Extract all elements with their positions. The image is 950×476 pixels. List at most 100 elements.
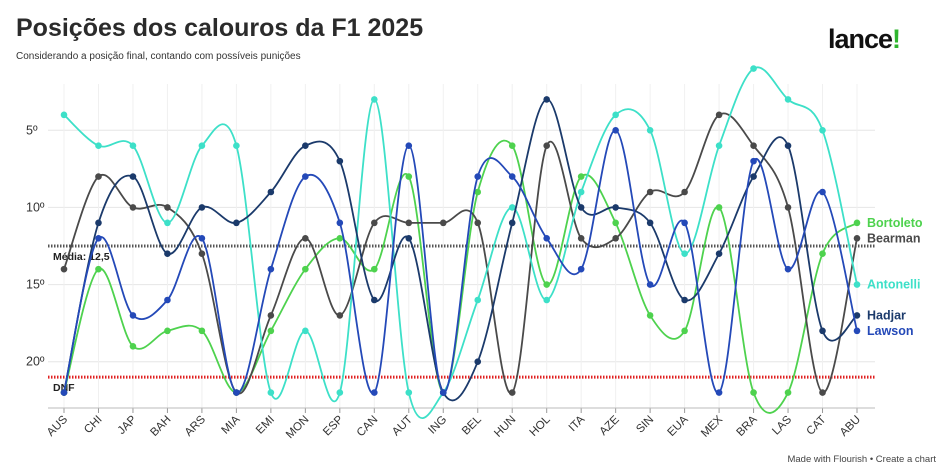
data-point[interactable] [233, 142, 240, 150]
data-point[interactable] [612, 234, 619, 242]
data-point[interactable] [819, 126, 826, 134]
data-point[interactable] [646, 219, 654, 227]
data-point[interactable] [371, 219, 378, 227]
data-point[interactable] [853, 327, 861, 335]
data-point[interactable] [198, 142, 206, 150]
data-point[interactable] [853, 234, 861, 242]
data-point[interactable] [784, 96, 792, 103]
data-point[interactable] [95, 219, 102, 227]
data-point[interactable] [405, 219, 413, 227]
data-point[interactable] [612, 126, 619, 134]
data-point[interactable] [198, 327, 206, 335]
data-point[interactable] [302, 142, 309, 150]
data-point[interactable] [715, 389, 723, 396]
data-point[interactable] [853, 281, 861, 288]
data-point[interactable] [302, 234, 309, 242]
data-point[interactable] [577, 204, 585, 211]
data-point[interactable] [819, 327, 826, 335]
data-point[interactable] [577, 173, 585, 180]
data-point[interactable] [646, 281, 654, 288]
data-point[interactable] [267, 327, 275, 335]
data-point[interactable] [267, 188, 275, 196]
data-point[interactable] [784, 265, 792, 273]
data-point[interactable] [681, 327, 688, 335]
data-point[interactable] [233, 219, 240, 227]
data-point[interactable] [543, 281, 550, 288]
data-point[interactable] [474, 219, 482, 227]
data-point[interactable] [129, 312, 137, 319]
data-point[interactable] [819, 389, 826, 396]
data-point[interactable] [543, 142, 550, 150]
data-point[interactable] [302, 265, 309, 273]
data-point[interactable] [267, 389, 275, 396]
data-point[interactable] [60, 389, 68, 396]
data-point[interactable] [129, 142, 137, 150]
data-point[interactable] [819, 188, 826, 196]
data-point[interactable] [164, 296, 171, 304]
data-point[interactable] [784, 389, 792, 396]
data-point[interactable] [784, 142, 792, 150]
data-point[interactable] [612, 111, 619, 119]
data-point[interactable] [750, 389, 757, 396]
data-point[interactable] [508, 142, 516, 150]
data-point[interactable] [371, 389, 378, 396]
data-point[interactable] [198, 204, 206, 211]
data-point[interactable] [577, 234, 585, 242]
data-point[interactable] [405, 142, 413, 150]
data-point[interactable] [198, 234, 206, 242]
data-point[interactable] [95, 265, 102, 273]
data-point[interactable] [681, 296, 688, 304]
data-point[interactable] [612, 219, 619, 227]
data-point[interactable] [681, 219, 688, 227]
data-point[interactable] [715, 204, 723, 211]
data-point[interactable] [405, 389, 413, 396]
data-point[interactable] [233, 389, 240, 396]
data-point[interactable] [439, 219, 447, 227]
data-point[interactable] [508, 389, 516, 396]
data-point[interactable] [336, 219, 344, 227]
data-point[interactable] [577, 265, 585, 273]
data-point[interactable] [681, 250, 688, 258]
data-point[interactable] [302, 173, 309, 180]
data-point[interactable] [646, 312, 654, 319]
data-point[interactable] [336, 234, 344, 242]
data-point[interactable] [439, 389, 447, 396]
data-point[interactable] [750, 65, 757, 72]
data-point[interactable] [474, 173, 482, 180]
data-point[interactable] [129, 204, 137, 211]
data-point[interactable] [302, 327, 309, 335]
data-point[interactable] [646, 188, 654, 196]
data-point[interactable] [129, 342, 137, 350]
data-point[interactable] [681, 188, 688, 196]
data-point[interactable] [853, 219, 861, 227]
data-point[interactable] [405, 173, 413, 180]
data-point[interactable] [577, 188, 585, 196]
data-point[interactable] [164, 327, 171, 335]
data-point[interactable] [164, 219, 171, 227]
data-point[interactable] [508, 204, 516, 211]
data-point[interactable] [543, 96, 550, 103]
data-point[interactable] [612, 204, 619, 211]
data-point[interactable] [784, 204, 792, 211]
data-point[interactable] [750, 142, 757, 150]
data-point[interactable] [336, 312, 344, 319]
data-point[interactable] [474, 358, 482, 366]
data-point[interactable] [474, 296, 482, 304]
data-point[interactable] [164, 204, 171, 211]
data-point[interactable] [129, 173, 137, 180]
data-point[interactable] [853, 312, 861, 319]
data-point[interactable] [60, 111, 68, 119]
data-point[interactable] [371, 96, 378, 103]
data-point[interactable] [819, 250, 826, 258]
data-point[interactable] [267, 265, 275, 273]
data-point[interactable] [336, 389, 344, 396]
data-point[interactable] [164, 250, 171, 258]
data-point[interactable] [715, 111, 723, 119]
data-point[interactable] [336, 157, 344, 165]
data-point[interactable] [474, 188, 482, 196]
data-point[interactable] [267, 312, 275, 319]
data-point[interactable] [95, 234, 102, 242]
data-point[interactable] [543, 234, 550, 242]
data-point[interactable] [715, 142, 723, 150]
data-point[interactable] [405, 234, 413, 242]
